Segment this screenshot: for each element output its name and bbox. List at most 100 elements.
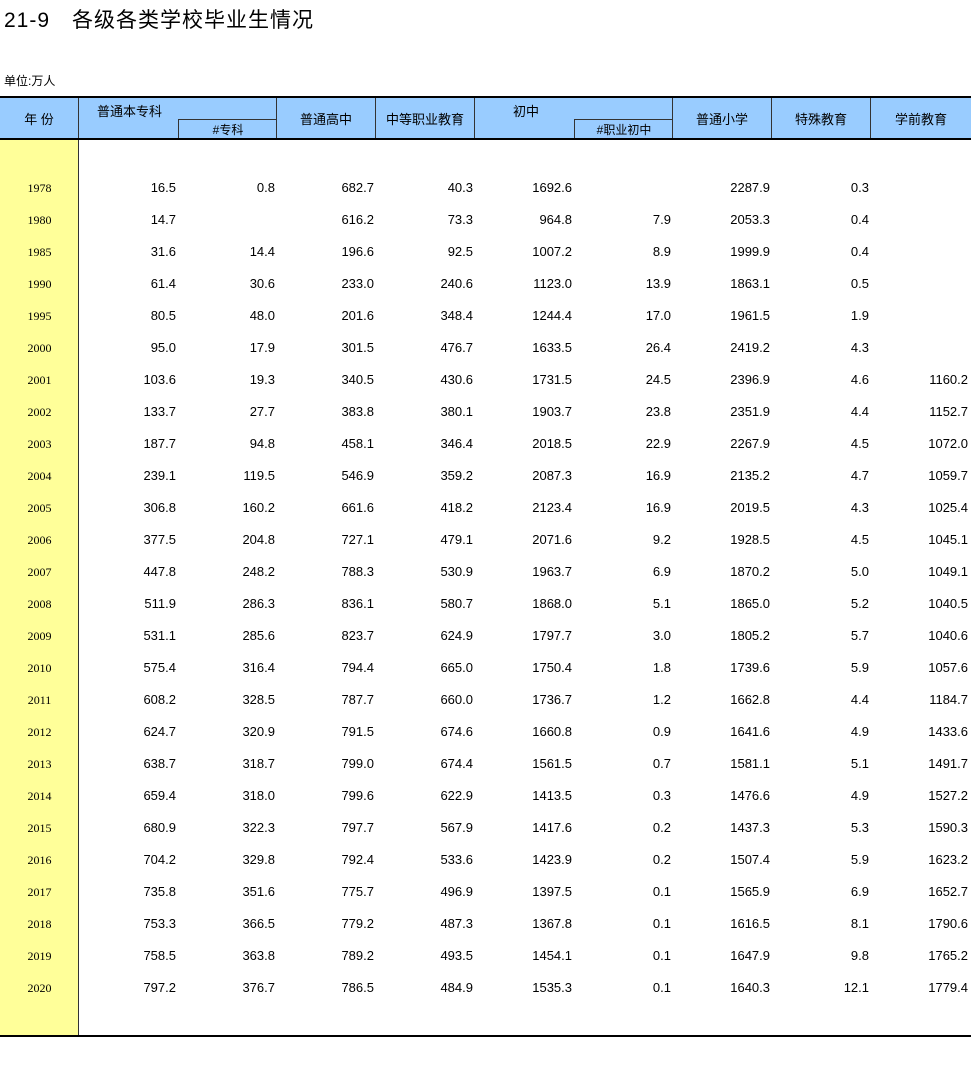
header-junior-high-group: 初中 #职业初中 [475, 98, 673, 138]
table-row: 2000 95.0 17.9 301.5 476.7 1633.5 26.4 2419.2 4.… [0, 332, 971, 364]
cell-vocational-junior: 3.0 [652, 628, 671, 643]
cell-preschool: 1433.6 [928, 724, 968, 739]
cell-primary: 1476.6 [730, 788, 770, 803]
cell-undergrad: 575.4 [143, 660, 176, 675]
cell-senior-high: 301.5 [341, 340, 374, 355]
cell-special: 4.4 [850, 404, 869, 419]
cell-senior-high: 727.1 [341, 532, 374, 547]
cell-special: 5.1 [850, 756, 869, 771]
cell-junior-college: 0.8 [256, 180, 275, 195]
year-cell: 1995 [27, 309, 52, 323]
cell-junior-college: 160.2 [242, 500, 275, 515]
cell-junior-college: 94.8 [249, 436, 275, 451]
cell-secondary-vocational: 567.9 [440, 820, 473, 835]
year-cell: 2004 [27, 469, 52, 483]
cell-junior-college: 328.5 [242, 692, 275, 707]
table-row: 2012 624.7 320.9 791.5 674.6 1660.8 0.9 1641.6 4… [0, 716, 971, 748]
table-header: 年 份 普通本专科 #专科 普通高中 中等职业教育 初中 #职业初中 普通小学 … [0, 96, 971, 140]
cell-special: 0.3 [850, 180, 869, 195]
cell-junior-high: 2087.3 [532, 468, 572, 483]
cell-undergrad: 624.7 [143, 724, 176, 739]
cell-special: 9.8 [850, 948, 869, 963]
year-cell: 2003 [27, 437, 52, 451]
cell-primary: 1565.9 [730, 884, 770, 899]
cell-undergrad: 638.7 [143, 756, 176, 771]
cell-secondary-vocational: 530.9 [440, 564, 473, 579]
cell-senior-high: 383.8 [341, 404, 374, 419]
cell-junior-college: 17.9 [249, 340, 275, 355]
cell-primary: 1641.6 [730, 724, 770, 739]
cell-primary: 2351.9 [730, 404, 770, 419]
table-row: 1980 14.7 616.2 73.3 964.8 7.9 2053.3 0.4 [0, 204, 971, 236]
year-cell: 2009 [27, 629, 52, 643]
cell-special: 0.5 [850, 276, 869, 291]
year-cell: 2017 [27, 885, 52, 899]
cell-vocational-junior: 6.9 [652, 564, 671, 579]
cell-undergrad: 187.7 [143, 436, 176, 451]
year-cell: 2000 [27, 341, 52, 355]
cell-secondary-vocational: 624.9 [440, 628, 473, 643]
cell-junior-college: 19.3 [249, 372, 275, 387]
table-number: 21-9 [4, 9, 51, 32]
unit-label: 单位:万人 [4, 74, 56, 88]
cell-junior-high: 2018.5 [532, 436, 572, 451]
cell-primary: 2419.2 [730, 340, 770, 355]
cell-junior-college: 322.3 [242, 820, 275, 835]
header-vocational-junior: #职业初中 [574, 119, 673, 138]
cell-preschool: 1623.2 [928, 852, 968, 867]
cell-preschool: 1057.6 [928, 660, 968, 675]
cell-senior-high: 775.7 [341, 884, 374, 899]
cell-junior-high: 1367.8 [532, 916, 572, 931]
table-row: 2002 133.7 27.7 383.8 380.1 1903.7 23.8 2351.9 4… [0, 396, 971, 428]
cell-preschool: 1072.0 [928, 436, 968, 451]
cell-senior-high: 779.2 [341, 916, 374, 931]
cell-primary: 1739.6 [730, 660, 770, 675]
cell-senior-high: 794.4 [341, 660, 374, 675]
cell-preschool: 1790.6 [928, 916, 968, 931]
cell-junior-college: 204.8 [242, 532, 275, 547]
year-cell: 1980 [27, 213, 52, 227]
cell-junior-high: 1244.4 [532, 308, 572, 323]
cell-junior-college: 316.4 [242, 660, 275, 675]
cell-undergrad: 511.9 [144, 596, 176, 611]
cell-senior-high: 661.6 [341, 500, 374, 515]
cell-undergrad: 16.5 [150, 180, 176, 195]
cell-senior-high: 546.9 [341, 468, 374, 483]
cell-primary: 2135.2 [730, 468, 770, 483]
year-cell: 2014 [27, 789, 52, 803]
cell-undergrad: 14.7 [150, 212, 176, 227]
cell-secondary-vocational: 346.4 [440, 436, 473, 451]
cell-vocational-junior: 0.7 [652, 756, 671, 771]
table-row: 2011 608.2 328.5 787.7 660.0 1736.7 1.2 1662.8 4… [0, 684, 971, 716]
cell-vocational-junior: 13.9 [645, 276, 671, 291]
cell-secondary-vocational: 496.9 [440, 884, 473, 899]
cell-vocational-junior: 0.9 [652, 724, 671, 739]
cell-vocational-junior: 16.9 [645, 500, 671, 515]
cell-primary: 1437.3 [730, 820, 770, 835]
cell-junior-high: 1963.7 [532, 564, 572, 579]
cell-special: 4.5 [850, 532, 869, 547]
cell-junior-college: 286.3 [242, 596, 275, 611]
cell-junior-college: 320.9 [242, 724, 275, 739]
cell-primary: 2287.9 [730, 180, 770, 195]
cell-vocational-junior: 26.4 [645, 340, 671, 355]
cell-primary: 1616.5 [730, 916, 770, 931]
cell-undergrad: 103.6 [143, 372, 176, 387]
year-cell: 2016 [27, 853, 52, 867]
cell-preschool: 1152.7 [929, 404, 968, 419]
cell-junior-high: 1561.5 [532, 756, 572, 771]
header-senior-high: 普通高中 [277, 98, 376, 138]
year-cell: 2012 [27, 725, 52, 739]
cell-undergrad: 659.4 [143, 788, 176, 803]
cell-junior-high: 1736.7 [532, 692, 572, 707]
year-cell: 2010 [27, 661, 52, 675]
year-cell: 2006 [27, 533, 52, 547]
table-row: 2019 758.5 363.8 789.2 493.5 1454.1 0.1 1647.9 9… [0, 940, 971, 972]
cell-secondary-vocational: 533.6 [440, 852, 473, 867]
cell-senior-high: 791.5 [341, 724, 374, 739]
year-cell: 1990 [27, 277, 52, 291]
cell-junior-high: 1750.4 [532, 660, 572, 675]
header-junior-high: 初中 [513, 104, 540, 119]
table-row: 2016 704.2 329.8 792.4 533.6 1423.9 0.2 1507.4 5… [0, 844, 971, 876]
table-row: 2005 306.8 160.2 661.6 418.2 2123.4 16.9 2019.5… [0, 492, 971, 524]
